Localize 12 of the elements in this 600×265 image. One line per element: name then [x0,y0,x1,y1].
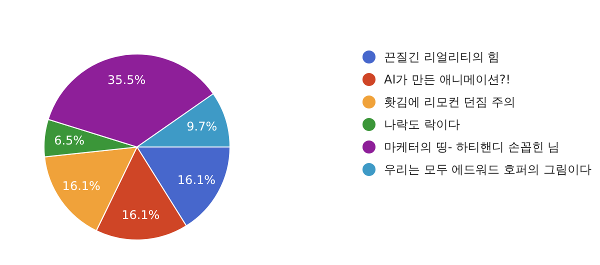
legend-label: 마케터의 띵- 하티핸디 손꼽힌 님 [384,140,560,154]
legend-label: 우리는 모두 에드워드 호퍼의 그림이다 [384,162,592,176]
data-label: 16.1% [177,172,216,187]
legend-label: AI가 만든 애니메이션?! [384,72,511,86]
data-label: 6.5% [54,133,85,148]
data-label: 35.5% [108,72,146,87]
legend-label: 나락도 락이다 [384,118,460,132]
data-label: 16.1% [122,208,160,222]
data-label: 9.7% [186,120,218,134]
legend-label: 끈질긴 리얼리티의 힘 [384,50,500,64]
legend-label: 홧김에 리모컨 던짐 주의 [384,95,516,109]
data-label: 16.1% [62,179,100,194]
